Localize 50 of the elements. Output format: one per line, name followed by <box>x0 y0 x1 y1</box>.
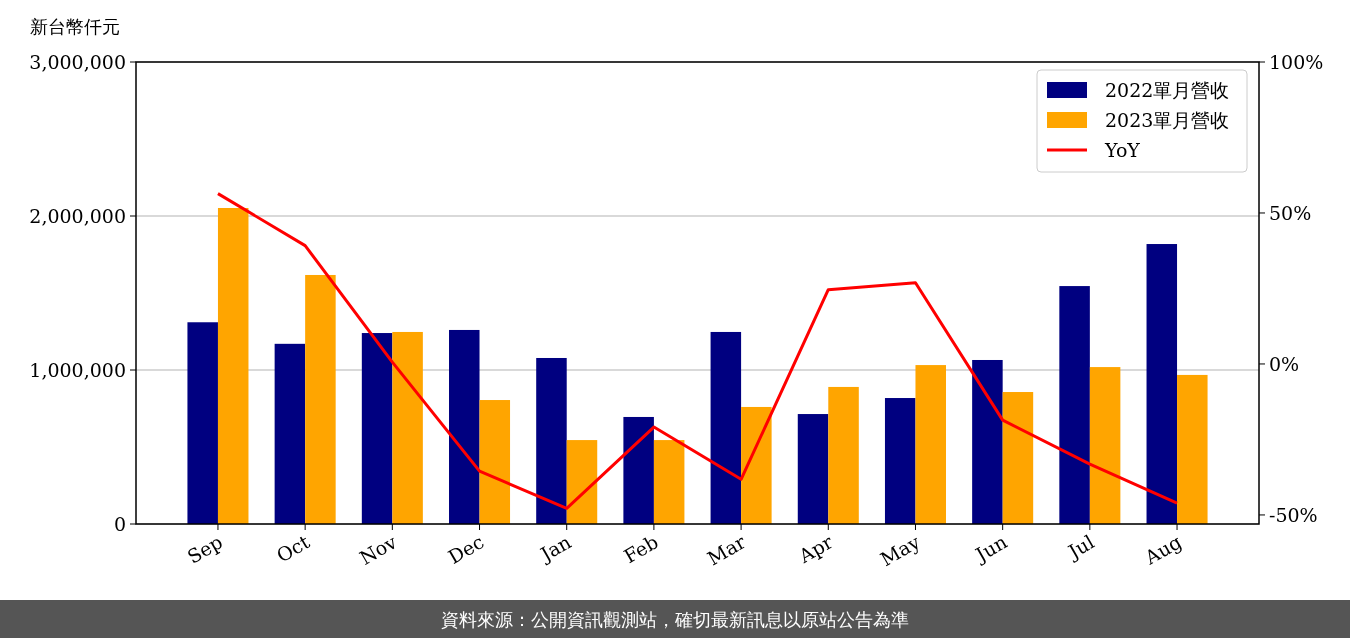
x-tick-label: Nov <box>355 530 401 569</box>
x-tick-label: Jul <box>1062 530 1098 564</box>
x-tick-label: Feb <box>620 530 662 568</box>
source-note: 資料來源：公開資訊觀測站，確切最新訊息以原站公告為準 <box>441 609 909 630</box>
bar <box>972 359 1003 524</box>
bar <box>1059 286 1090 524</box>
bar <box>274 343 306 524</box>
y-tick-label: 0 <box>113 513 126 535</box>
bar <box>1177 374 1208 524</box>
bar <box>915 365 946 524</box>
y2-tick-label: 100% <box>1269 51 1324 73</box>
y2-tick-label: 50% <box>1269 201 1312 224</box>
x-tick-label: Mar <box>703 529 750 570</box>
bar <box>710 331 742 524</box>
bar <box>884 398 916 524</box>
bar <box>361 333 393 524</box>
bar <box>536 357 567 524</box>
bar <box>797 414 829 524</box>
y-tick-label: 2,000,000 <box>29 205 126 227</box>
x-tick-label: Aug <box>1140 530 1186 570</box>
bar <box>449 329 480 524</box>
bar <box>187 322 218 524</box>
x-tick-label: Dec <box>444 530 488 569</box>
legend-label: YoY <box>1104 139 1141 161</box>
bar <box>653 440 685 524</box>
x-tick-label: Sep <box>183 530 226 568</box>
x-tick-label: Apr <box>794 529 838 568</box>
y-tick-label: 1,000,000 <box>29 359 126 381</box>
bar <box>623 416 654 524</box>
y2-tick-label: -50% <box>1269 503 1318 526</box>
x-tick-label: Oct <box>272 530 314 567</box>
bar <box>741 406 772 524</box>
bar <box>828 386 859 524</box>
bar <box>566 440 598 524</box>
bar <box>479 400 511 524</box>
bar <box>392 331 423 524</box>
x-tick-label: Jan <box>534 530 575 567</box>
x-tick-label: Jun <box>970 530 1011 567</box>
y-axis-title: 新台幣仟元 <box>30 16 120 37</box>
y2-tick-label: 0% <box>1269 352 1300 375</box>
x-tick-label: May <box>876 530 924 571</box>
bar <box>305 274 336 524</box>
legend-label: 2023單月營收 <box>1105 109 1230 131</box>
bar <box>1089 367 1121 524</box>
y-tick-label: 3,000,000 <box>29 51 126 73</box>
bar <box>1002 392 1034 524</box>
bar <box>1146 244 1178 524</box>
bar <box>217 207 249 524</box>
legend-label: 2022單月營收 <box>1105 79 1230 101</box>
line-series <box>216 192 1179 510</box>
